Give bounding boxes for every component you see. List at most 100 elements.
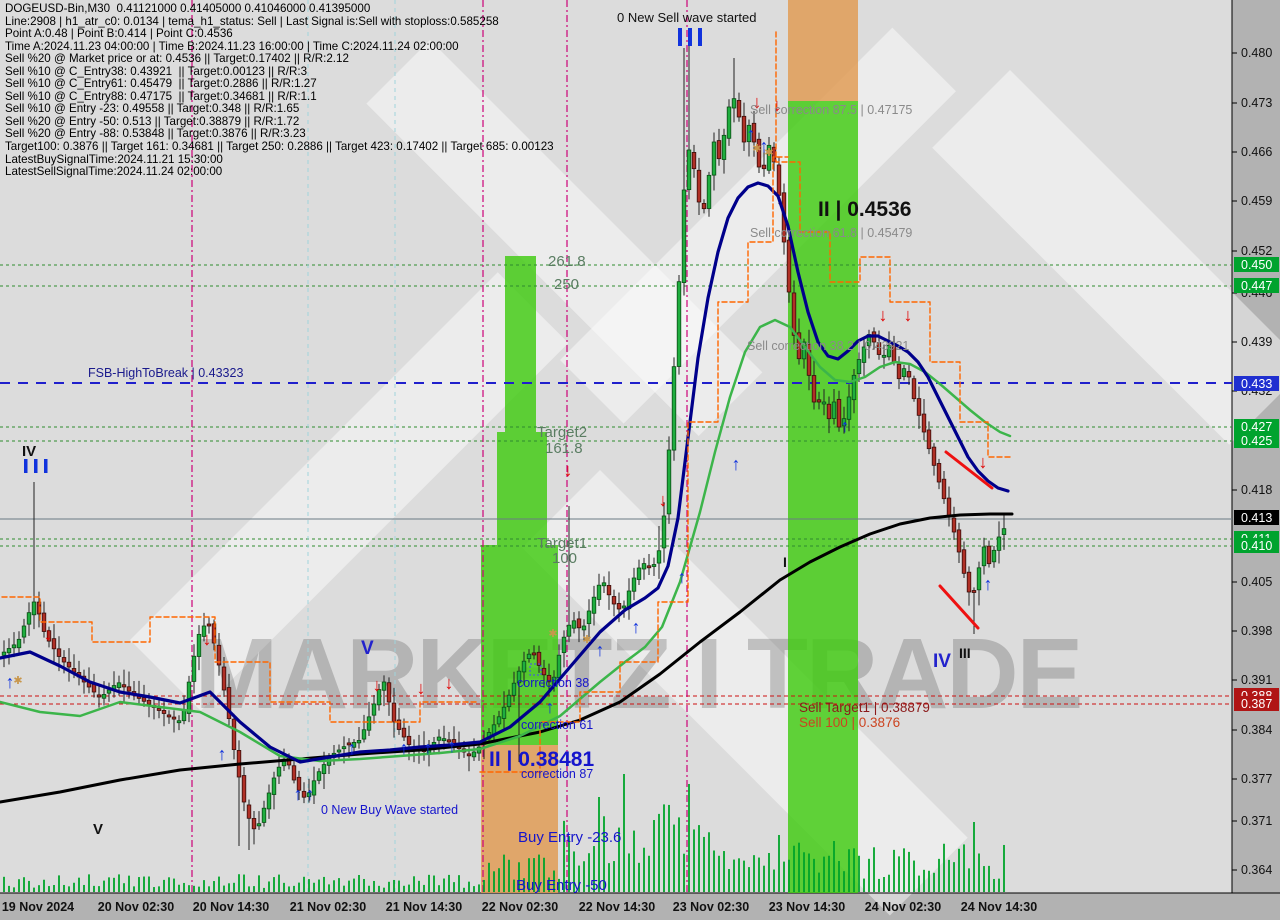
svg-text:24 Nov 14:30: 24 Nov 14:30 bbox=[961, 900, 1037, 914]
sell-arrow-icon: ↓ bbox=[203, 629, 212, 649]
watermark-text: MARKETZ I TRADE bbox=[195, 618, 1082, 730]
chart-label: Sell correction 38.2 | 0.43921 bbox=[747, 339, 909, 353]
chart-label: Buy Entry -23.6 bbox=[518, 829, 621, 846]
svg-text:0.459: 0.459 bbox=[1241, 194, 1272, 208]
buy-arrow-icon: ↑ bbox=[841, 416, 850, 436]
chart-label: Target1 bbox=[537, 535, 587, 552]
svg-text:0.391: 0.391 bbox=[1241, 673, 1272, 687]
chart-label: correction 38 bbox=[517, 676, 589, 690]
chart-label: Sell 100 | 0.3876 bbox=[799, 715, 900, 730]
buy-arrow-icon: ↑ bbox=[596, 640, 605, 660]
time-axis[interactable]: 19 Nov 2024 20 Nov 02:30 20 Nov 14:30 21 No… bbox=[2, 900, 1037, 914]
svg-text:22 Nov 02:30: 22 Nov 02:30 bbox=[482, 900, 558, 914]
svg-text:20 Nov 14:30: 20 Nov 14:30 bbox=[193, 900, 269, 914]
svg-text:0.450: 0.450 bbox=[1241, 258, 1272, 272]
svg-text:23 Nov 14:30: 23 Nov 14:30 bbox=[769, 900, 845, 914]
chart-label: III bbox=[959, 645, 971, 661]
buy-arrow-icon: ↑ bbox=[306, 784, 315, 804]
sell-arrow-icon: ↓ bbox=[564, 460, 573, 480]
price-axis[interactable]: 0.4800.4730.4660.4590.4520.4460.4390.432… bbox=[1232, 46, 1279, 877]
chart-label: FSB-HighToBreak | 0.43323 bbox=[88, 366, 243, 380]
chart-label: II | 0.4536 bbox=[818, 198, 911, 221]
svg-text:21 Nov 14:30: 21 Nov 14:30 bbox=[386, 900, 462, 914]
svg-text:0.371: 0.371 bbox=[1241, 814, 1272, 828]
buy-arrow-icon: ↑ bbox=[294, 784, 303, 804]
chart-label: I bbox=[783, 554, 787, 570]
svg-text:19 Nov 2024: 19 Nov 2024 bbox=[2, 900, 74, 914]
chart-label: 250 bbox=[554, 276, 579, 293]
watermark: MARKETZ I TRADE bbox=[195, 618, 1084, 730]
chart-label: Sell correction 61.8 | 0.45479 bbox=[750, 226, 912, 240]
sell-arrow-icon: ↓ bbox=[879, 305, 888, 325]
sell-arrow-icon: ↓ bbox=[773, 95, 782, 115]
buy-arrow-icon: ↑ bbox=[632, 617, 641, 637]
atr-trailing-lines bbox=[1, 31, 1011, 773]
svg-text:0.405: 0.405 bbox=[1241, 575, 1272, 589]
svg-text:0.387: 0.387 bbox=[1241, 697, 1272, 711]
chart-label: V bbox=[361, 638, 374, 659]
buy-arrow-icon: ↑ bbox=[546, 697, 555, 717]
sell-arrow-icon: ↓ bbox=[659, 490, 668, 510]
chart-label: 261.8 bbox=[548, 253, 586, 270]
sell-arrow-icon: ↓ bbox=[445, 673, 454, 693]
level-lines bbox=[0, 0, 1232, 893]
signal-zones bbox=[481, 0, 858, 893]
svg-text:22 Nov 14:30: 22 Nov 14:30 bbox=[579, 900, 655, 914]
buy-arrow-icon: ↑ bbox=[760, 136, 769, 156]
buy-arrow-icon: ↑ bbox=[6, 672, 15, 692]
buy-arrow-icon: ↑ bbox=[448, 736, 457, 756]
svg-text:0.384: 0.384 bbox=[1241, 723, 1272, 737]
sell-arrow-icon: ↓ bbox=[753, 92, 762, 112]
svg-text:0.413: 0.413 bbox=[1241, 511, 1272, 525]
chart-label: Sell correction 87.5 | 0.47175 bbox=[750, 103, 912, 117]
buy-arrow-icon: ↑ bbox=[984, 574, 993, 594]
chart-label: Sell Target1 | 0.38879 bbox=[799, 700, 930, 715]
svg-text:0.398: 0.398 bbox=[1241, 624, 1272, 638]
svg-text:21 Nov 02:30: 21 Nov 02:30 bbox=[290, 900, 366, 914]
chart-label: Buy Entry -50 bbox=[516, 877, 607, 894]
svg-text:0.433: 0.433 bbox=[1241, 377, 1272, 391]
star-marker-icon: ✱ bbox=[764, 147, 773, 159]
svg-text:0.480: 0.480 bbox=[1241, 46, 1272, 60]
chart-label: Target2 bbox=[537, 424, 587, 441]
sell-arrow-icon: ↓ bbox=[44, 624, 53, 644]
dashed-square-marker bbox=[529, 663, 542, 676]
chart-label: V bbox=[93, 821, 103, 838]
svg-text:0.377: 0.377 bbox=[1241, 772, 1272, 786]
chart-label: correction 87 bbox=[521, 767, 593, 781]
svg-text:0.410: 0.410 bbox=[1241, 539, 1272, 553]
sell-arrow-icon: ↓ bbox=[417, 678, 426, 698]
buy-arrow-icon: ↑ bbox=[218, 744, 227, 764]
buy-arrow-icon: ↑ bbox=[732, 454, 741, 474]
chart-label: 161.8 bbox=[545, 440, 583, 457]
svg-text:23 Nov 02:30: 23 Nov 02:30 bbox=[673, 900, 749, 914]
chart-label: II | 0.38481 bbox=[489, 748, 594, 771]
moving-averages bbox=[0, 181, 1014, 804]
svg-text:0.466: 0.466 bbox=[1241, 145, 1272, 159]
sell-arrow-icon: ↓ bbox=[979, 452, 988, 472]
buy-arrow-icon: ↑ bbox=[678, 567, 687, 587]
star-marker-icon: ✱ bbox=[582, 634, 591, 646]
svg-text:0.364: 0.364 bbox=[1241, 863, 1272, 877]
buy-arrow-icon: ↑ bbox=[747, 124, 756, 144]
buy-arrow-icon: ↑ bbox=[424, 738, 433, 758]
svg-text:0.439: 0.439 bbox=[1241, 335, 1272, 349]
sell-arrow-icon: ↓ bbox=[904, 305, 913, 325]
star-marker-icon: ✱ bbox=[548, 628, 557, 640]
chart-label: 0 New Sell wave started bbox=[617, 10, 756, 25]
svg-text:24 Nov 02:30: 24 Nov 02:30 bbox=[865, 900, 941, 914]
chart-label: correction 61 bbox=[521, 718, 593, 732]
svg-text:0.447: 0.447 bbox=[1241, 279, 1272, 293]
sell-arrow-icon: ↓ bbox=[373, 675, 382, 695]
svg-text:0.452: 0.452 bbox=[1241, 244, 1272, 258]
svg-text:20 Nov 02:30: 20 Nov 02:30 bbox=[98, 900, 174, 914]
chart-label: IV bbox=[933, 651, 951, 672]
star-marker-icon: ✱ bbox=[13, 675, 22, 687]
buy-arrow-icon: ↑ bbox=[400, 738, 409, 758]
svg-text:0.473: 0.473 bbox=[1241, 96, 1272, 110]
svg-text:0.418: 0.418 bbox=[1241, 483, 1272, 497]
chart-label: IV bbox=[22, 443, 36, 460]
chart-label: 100 bbox=[552, 550, 577, 567]
